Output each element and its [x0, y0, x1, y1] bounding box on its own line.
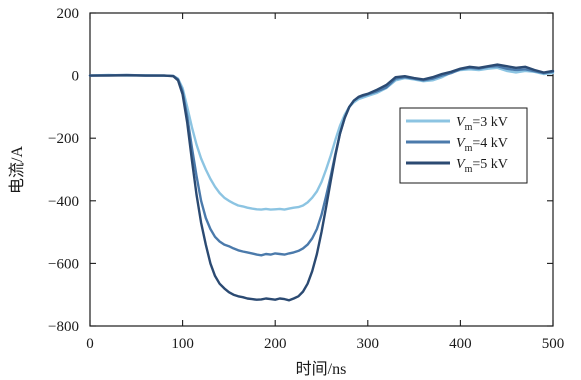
- y-tick-label: −200: [48, 131, 79, 147]
- axis-ticks: [89, 12, 554, 327]
- y-tick-label: −800: [48, 319, 79, 335]
- x-axis-title: 时间/ns: [296, 360, 347, 378]
- y-tick-label: −600: [48, 256, 79, 272]
- y-axis-title: 电流/A: [8, 146, 26, 194]
- series-line-2: [88, 64, 555, 257]
- plot-area-frame: [89, 12, 554, 327]
- series-line-3: [88, 63, 555, 302]
- legend-label-2: Vm=4 kV: [456, 136, 508, 154]
- y-tick-label: −400: [48, 194, 79, 210]
- x-tick-label: 300: [357, 336, 380, 352]
- y-tick-label: 200: [57, 6, 80, 22]
- x-tick-label: 100: [171, 336, 194, 352]
- x-tick-label: 400: [449, 336, 472, 352]
- legend: Vm=3 kV Vm=4 kV Vm=5 kV: [399, 107, 528, 184]
- legend-label-3: Vm=5 kV: [456, 157, 508, 175]
- axis-tick-labels: 0 100 200 300 400 500 200 0 −200 −400 −600 −800: [48, 6, 564, 352]
- legend-label-1: Vm=3 kV: [456, 115, 508, 133]
- legend-entries: Vm=3 kV Vm=4 kV Vm=5 kV: [406, 115, 508, 175]
- x-tick-label: 200: [264, 336, 287, 352]
- series-lines: [88, 63, 555, 302]
- y-tick-label: 0: [72, 69, 80, 85]
- x-tick-label: 0: [86, 336, 94, 352]
- x-tick-label: 500: [542, 336, 565, 352]
